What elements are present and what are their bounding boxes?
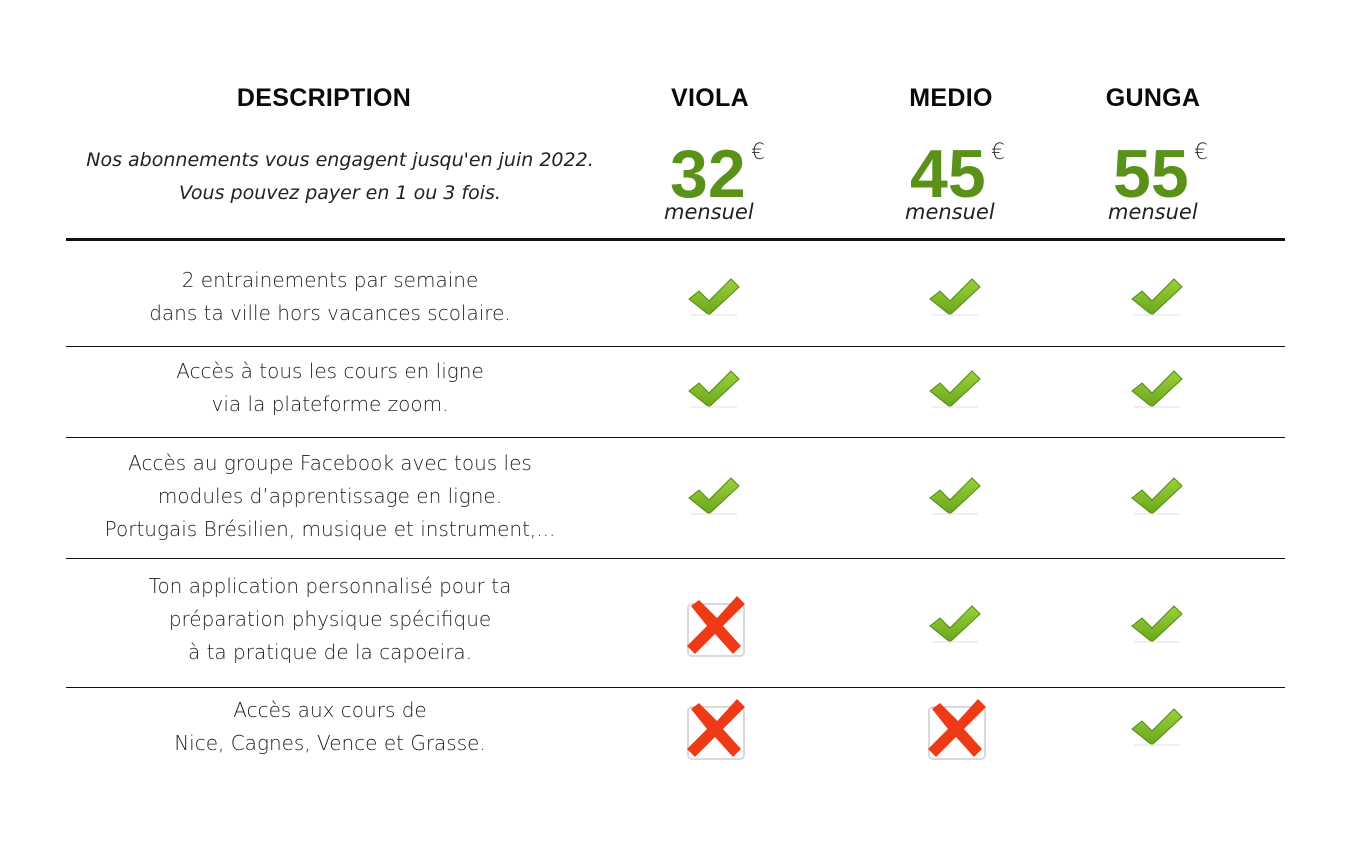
header-divider [66, 238, 1285, 241]
check-icon [681, 265, 747, 331]
check-icon [1124, 464, 1190, 530]
currency-gunga: € [1194, 140, 1208, 165]
intro-line: Nos abonnements vous engagent jusqu'en j… [86, 149, 594, 171]
feature-description: Accès à tous les cours en ligne via la p… [50, 355, 610, 421]
feature-description: Ton application personnalisé pour ta pré… [50, 570, 610, 669]
currency-medio: € [991, 140, 1005, 165]
description-header: DESCRIPTION [236, 84, 412, 112]
feature-line: via la plateforme zoom. [211, 392, 449, 416]
feature-line: 2 entrainements par semaine [181, 268, 479, 292]
cross-icon [681, 592, 747, 658]
check-icon [922, 357, 988, 423]
row-divider [66, 346, 1285, 347]
check-icon [1124, 265, 1190, 331]
feature-line: préparation physique spécifique [168, 607, 492, 631]
plan-name-gunga: GUNGA [1105, 84, 1201, 112]
check-icon [922, 592, 988, 658]
cross-icon [922, 695, 988, 761]
price-medio: 45 [910, 136, 986, 212]
feature-line: Accès à tous les cours en ligne [176, 359, 484, 383]
plan-name-viola: VIOLA [671, 84, 749, 112]
feature-description: Accès aux cours de Nice, Cagnes, Vence e… [50, 694, 610, 760]
check-icon [922, 265, 988, 331]
feature-line: dans ta ville hors vacances scolaire. [149, 301, 511, 325]
period-medio: mensuel [905, 200, 995, 224]
feature-line: Accès au groupe Facebook avec tous les [128, 451, 532, 475]
cross-icon [681, 695, 747, 761]
check-icon [922, 464, 988, 530]
intro-line: Vous pouvez payer en 1 ou 3 fois. [179, 182, 501, 204]
feature-description: Accès au groupe Facebook avec tous les m… [50, 447, 610, 546]
price-viola: 32 [670, 136, 746, 212]
row-divider [66, 437, 1285, 438]
feature-line: Accès aux cours de [233, 698, 427, 722]
check-icon [1124, 592, 1190, 658]
row-divider [66, 687, 1285, 688]
feature-line: à ta pratique de la capoeira. [187, 640, 473, 664]
price-gunga: 55 [1113, 136, 1189, 212]
plan-name-medio: MEDIO [909, 84, 993, 112]
row-divider [66, 558, 1285, 559]
check-icon [1124, 357, 1190, 423]
feature-line: modules d’apprentissage en ligne. [157, 484, 503, 508]
check-icon [681, 357, 747, 423]
period-viola: mensuel [664, 200, 754, 224]
check-icon [1124, 695, 1190, 761]
feature-line: Nice, Cagnes, Vence et Grasse. [174, 731, 486, 755]
feature-description: 2 entrainements par semaine dans ta vill… [50, 264, 610, 330]
intro-text: Nos abonnements vous engagent jusqu'en j… [40, 144, 640, 210]
feature-line: Ton application personnalisé pour ta [148, 574, 512, 598]
period-gunga: mensuel [1108, 200, 1198, 224]
currency-viola: € [751, 140, 765, 165]
feature-line: Portugais Brésilien, musique et instrume… [104, 517, 556, 541]
check-icon [681, 464, 747, 530]
